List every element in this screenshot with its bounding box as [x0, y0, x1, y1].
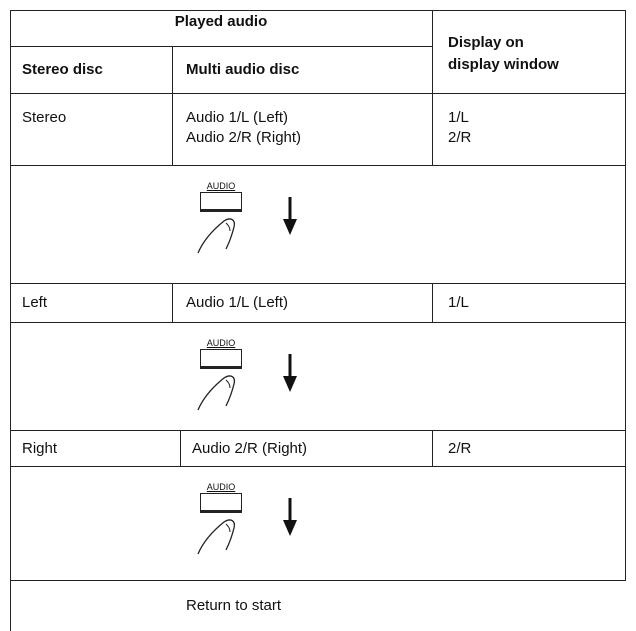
rule — [432, 10, 433, 165]
press-illustration — [197, 197, 297, 254]
button-label: AUDIO — [206, 181, 236, 191]
cell: Right — [22, 440, 58, 457]
cell: Left — [22, 294, 48, 311]
cell: 1/L — [448, 294, 469, 311]
rule — [10, 322, 626, 323]
cell: 2/R — [448, 440, 472, 457]
header: display window — [448, 56, 559, 73]
rule — [180, 430, 181, 466]
rule — [10, 283, 626, 284]
cell: Audio 1/L (Left) — [186, 109, 289, 126]
press-illustration — [197, 498, 297, 555]
rule — [10, 580, 626, 581]
cell: Audio 2/R (Right) — [192, 440, 308, 457]
rule — [10, 10, 11, 631]
cell: 1/L — [448, 109, 469, 126]
rule — [10, 466, 626, 467]
footer: Return to start — [186, 597, 282, 614]
rule — [10, 430, 626, 431]
header: Multi audio disc — [186, 61, 300, 78]
rule — [10, 93, 626, 94]
button-icon — [200, 349, 242, 369]
rule — [432, 283, 433, 322]
button-icon — [200, 192, 242, 212]
rule — [10, 46, 432, 47]
rule — [625, 10, 626, 580]
cell: 2/R — [448, 129, 472, 146]
cell: Stereo — [22, 109, 67, 126]
cell: Audio 1/L (Left) — [186, 294, 289, 311]
header: Stereo disc — [22, 61, 103, 78]
cell: Audio 2/R (Right) — [186, 129, 302, 146]
rule — [172, 283, 173, 322]
button-label: AUDIO — [206, 482, 236, 492]
header: Played audio — [174, 13, 268, 30]
button-icon — [200, 493, 242, 513]
rule — [432, 430, 433, 466]
rule — [10, 165, 626, 166]
button-label: AUDIO — [206, 338, 236, 348]
press-illustration — [197, 354, 297, 411]
rule — [10, 10, 626, 11]
rule — [172, 46, 173, 165]
header: Display on — [448, 34, 524, 51]
